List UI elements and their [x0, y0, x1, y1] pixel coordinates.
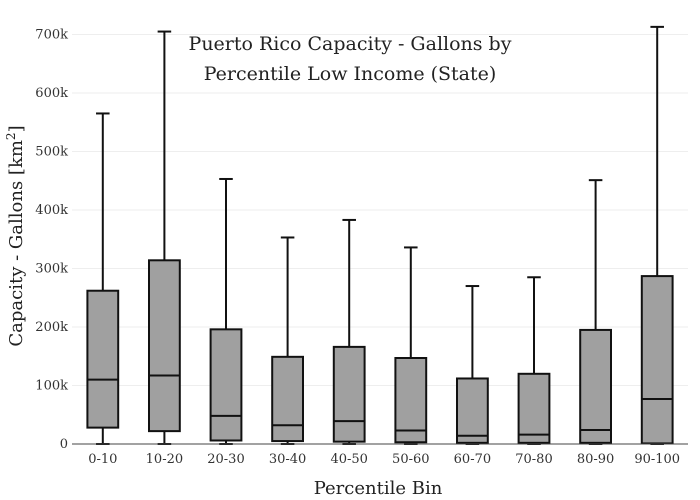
x-tick-label: 40-50	[330, 452, 367, 467]
y-tick-label: 100k	[35, 378, 68, 393]
x-tick-label: 60-70	[454, 452, 491, 467]
box-90-100	[640, 25, 674, 445]
y-tick-label: 600k	[35, 86, 68, 101]
iqr-box	[640, 275, 674, 445]
x-tick-label: 90-100	[634, 452, 680, 467]
iqr-box	[271, 355, 305, 443]
y-axis-title: Capacity - Gallons [km2]	[4, 125, 27, 346]
box-0-10	[86, 112, 120, 445]
chart-title-line-1: Puerto Rico Capacity - Gallons by	[189, 33, 512, 55]
iqr-box	[209, 328, 243, 442]
y-tick-label: 200k	[35, 320, 68, 335]
box-30-40	[271, 236, 305, 445]
x-tick-label: 50-60	[392, 452, 429, 467]
y-tick-labels: 0 100k 200k 300k 400k 500k 600k 700k	[35, 27, 68, 452]
iqr-box	[579, 328, 613, 444]
y-axis-title-superscript: 2	[4, 132, 18, 140]
x-tick-labels: 0-10 10-20 20-30 30-40 40-50 50-60 60-70 70-80 8…	[88, 452, 680, 467]
iqr-box	[86, 289, 120, 429]
x-tick-label: 20-30	[207, 452, 244, 467]
iqr-box	[148, 259, 181, 433]
x-tick-label: 80-90	[577, 452, 614, 467]
x-tick-label: 10-20	[146, 452, 183, 467]
y-axis-title-text: Capacity - Gallons [km	[6, 140, 27, 347]
y-tick-label: 500k	[35, 144, 68, 159]
y-axis-title-close: ]	[6, 125, 27, 132]
iqr-box	[394, 357, 428, 444]
x-tick-label: 70-80	[515, 452, 552, 467]
x-tick-label: 0-10	[88, 452, 117, 467]
boxes	[86, 25, 674, 445]
box-70-80	[517, 276, 551, 445]
y-tick-label: 0	[60, 437, 68, 452]
y-tick-label: 700k	[35, 27, 68, 42]
box-20-30	[209, 177, 243, 445]
box-10-20	[148, 30, 181, 445]
iqr-box	[456, 377, 489, 444]
box-60-70	[456, 285, 489, 445]
y-tick-label: 400k	[35, 203, 68, 218]
y-tick-label: 300k	[35, 261, 68, 276]
chart-title-line-2: Percentile Low Income (State)	[204, 63, 497, 85]
iqr-box	[517, 372, 551, 444]
x-axis-title: Percentile Bin	[314, 478, 443, 499]
box-80-90	[579, 179, 613, 445]
x-tick-label: 30-40	[269, 452, 306, 467]
iqr-box	[332, 345, 366, 443]
box-50-60	[394, 246, 428, 445]
box-40-50	[332, 218, 366, 445]
